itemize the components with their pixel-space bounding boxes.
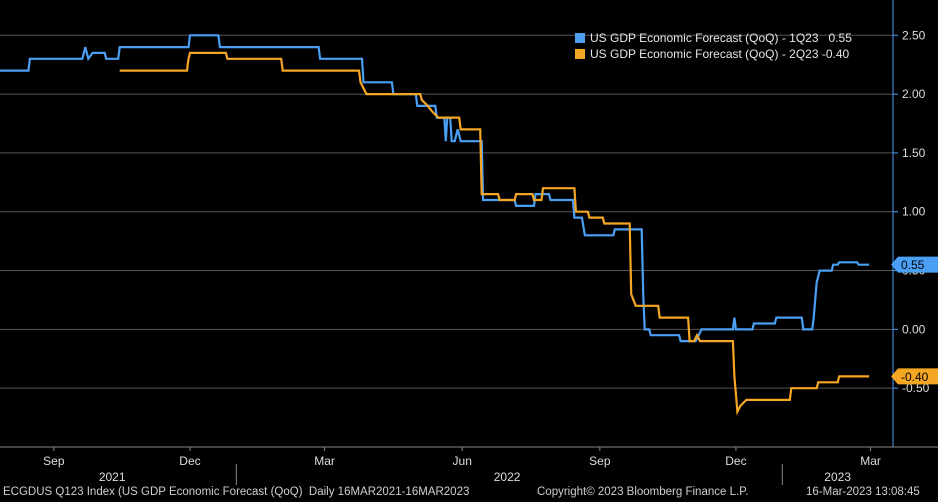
series-line-1q23 (0, 34, 870, 343)
y-tick-label: 1.50 (902, 146, 926, 160)
x-axis: Sep Dec Mar Jun Sep Dec Mar 2021 2022 2023 (0, 446, 938, 485)
legend-item-1q23: US GDP Economic Forecast (QoQ) - 1Q23 0.… (575, 30, 852, 46)
legend-label-1q23: US GDP Economic Forecast (QoQ) - 1Q23 (590, 31, 819, 45)
footer-bar: ECGDUS Q123 Index (US GDP Economic Forec… (0, 485, 938, 502)
last-value-badge-1q23: 0.55 (891, 256, 938, 273)
series-layer (0, 34, 870, 416)
x-year-label: 2022 (494, 470, 521, 484)
legend: US GDP Economic Forecast (QoQ) - 1Q23 0.… (575, 30, 852, 62)
x-tick-label: Jun (453, 454, 472, 468)
line-chart: 2.502.001.501.000.500.00-0.50 SepDecMarJ… (0, 0, 938, 485)
footer-timestamp: 16-Mar-2023 13:08:45 (806, 486, 920, 498)
y-axis: 2.502.001.501.000.500.00-0.50 (892, 0, 930, 447)
legend-label-2q23: US GDP Economic Forecast (QoQ) - 2Q23 (590, 47, 819, 61)
legend-swatch-blue (575, 33, 585, 43)
legend-value-1q23: 0.55 (828, 31, 852, 45)
x-tick-label: Mar (314, 454, 335, 468)
badge-shape (891, 256, 938, 273)
y-tick-label: 2.00 (902, 87, 926, 101)
last-value-badges: 0.55 -0.40 (891, 256, 938, 385)
y-tick-label: 2.50 (902, 28, 926, 42)
footer-index-text: ECGDUS Q123 Index (US GDP Economic Forec… (3, 486, 470, 498)
x-year-label: 2023 (824, 470, 851, 484)
series-line-2q23 (119, 51, 870, 416)
y-tick-label: 1.00 (902, 205, 926, 219)
y-tick-label: -0.50 (902, 381, 930, 395)
x-tick-label: Mar (860, 454, 881, 468)
x-tick-label: Sep (43, 454, 65, 468)
grid-lines (0, 34, 893, 389)
y-tick-label: 0.00 (902, 322, 926, 336)
x-tick-label: Dec (179, 454, 200, 468)
x-tick-label: Dec (725, 454, 746, 468)
footer-copyright: Copyright© 2023 Bloomberg Finance L.P. (537, 486, 749, 498)
legend-spacer (819, 30, 829, 46)
badge-value: -0.40 (901, 370, 929, 384)
x-tick-label: Sep (589, 454, 611, 468)
badge-value: 0.55 (901, 258, 925, 272)
last-value-badge-2q23: -0.40 (891, 368, 938, 385)
legend-item-2q23: US GDP Economic Forecast (QoQ) - 2Q23 -0… (575, 46, 852, 62)
badge-shape (891, 368, 938, 385)
legend-value-2q23: -0.40 (821, 47, 850, 61)
legend-swatch-orange (575, 49, 585, 59)
x-year-label: 2021 (99, 470, 126, 484)
